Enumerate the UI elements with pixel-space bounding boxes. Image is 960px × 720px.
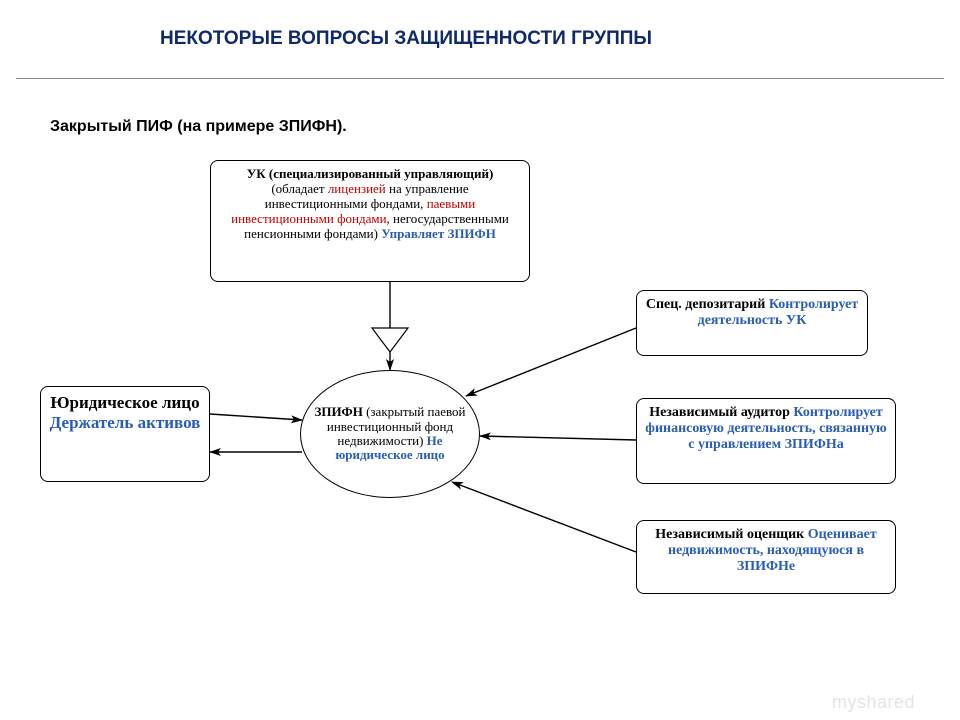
node-legal-entity: Юридическое лицо Держатель активов: [40, 386, 210, 482]
node-uk: УК (специализированный управляющий) (обл…: [210, 160, 530, 282]
edge-legal-to-center-top: [210, 414, 302, 420]
open-triangle-icon: [372, 328, 408, 352]
page-title: НЕКОТОРЫЕ ВОПРОСЫ ЗАЩИЩЕННОСТИ ГРУППЫ: [160, 28, 652, 50]
node-depository: Спец. депозитарий Контролирует деятельно…: [636, 290, 868, 356]
node-depository-text: Спец. депозитарий Контролирует деятельно…: [637, 291, 867, 335]
node-center-text: ЗПИФН (закрытый паевой инвестиционный фо…: [301, 401, 479, 466]
edge-appraiser-to-center: [452, 482, 636, 552]
node-uk-text: УК (специализированный управляющий) (обл…: [211, 161, 529, 248]
diagram-edges: [0, 0, 960, 720]
node-auditor: Независимый аудитор Контролирует финансо…: [636, 398, 896, 484]
edge-depo-to-center: [466, 328, 636, 396]
node-legal-entity-text: Юридическое лицо Держатель активов: [41, 387, 209, 438]
node-auditor-text: Независимый аудитор Контролирует финансо…: [637, 399, 895, 459]
node-appraiser-text: Независимый оценщик Оценивает недвижимос…: [637, 521, 895, 581]
page-subtitle: Закрытый ПИФ (на примере ЗПИФН).: [50, 118, 347, 136]
title-separator: [16, 78, 944, 79]
node-appraiser: Независимый оценщик Оценивает недвижимос…: [636, 520, 896, 594]
watermark: myshared: [832, 692, 915, 713]
node-center: ЗПИФН (закрытый паевой инвестиционный фо…: [300, 370, 480, 498]
edge-auditor-to-center: [480, 436, 636, 440]
